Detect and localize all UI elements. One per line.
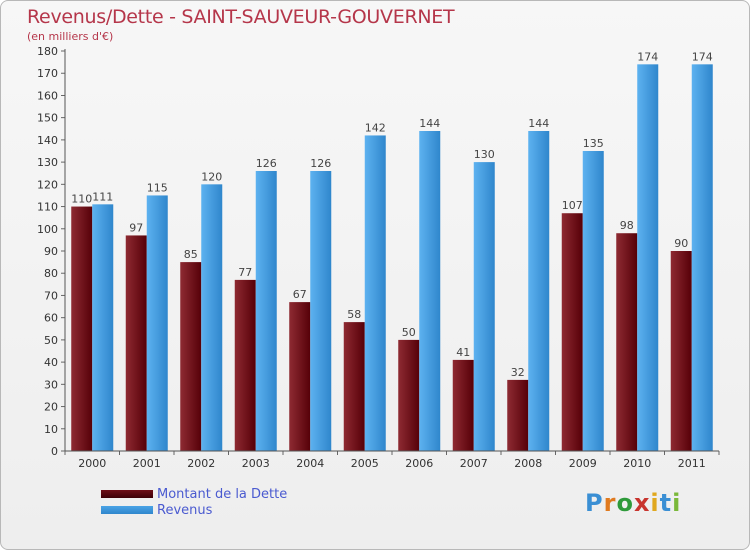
bar-revenus: [582, 151, 604, 451]
data-label-revenus: 115: [147, 181, 168, 194]
data-label-revenus: 174: [637, 50, 658, 63]
chart-title: Revenus/Dette - SAINT-SAUVEUR-GOUVERNET: [27, 6, 455, 28]
y-tick-label: 80: [44, 267, 58, 280]
data-label-dette: 85: [184, 248, 198, 261]
x-tick-label: 2002: [187, 457, 215, 470]
bar-revenus: [201, 184, 223, 452]
y-tick-label: 10: [44, 423, 58, 436]
y-tick-label: 100: [37, 223, 58, 236]
data-label-revenus: 174: [692, 50, 713, 63]
y-tick-label: 110: [37, 201, 58, 214]
bar-dette: [289, 302, 311, 451]
data-label-revenus: 111: [92, 190, 113, 203]
logo-letter: o: [616, 489, 634, 517]
bar-revenus: [691, 64, 713, 452]
x-tick-label: 2000: [78, 457, 106, 470]
data-label-dette: 41: [456, 346, 470, 359]
bar-revenus: [419, 131, 441, 451]
y-tick-label: 30: [44, 378, 58, 391]
bar-dette: [125, 235, 147, 451]
y-tick-label: 50: [44, 334, 58, 347]
bar-revenus: [310, 171, 332, 451]
data-label-revenus: 144: [419, 117, 440, 130]
proxiti-logo: Proxiti: [585, 489, 681, 517]
bar-revenus: [473, 162, 495, 451]
legend-label-revenus: Revenus: [157, 503, 213, 518]
data-label-dette: 50: [402, 326, 416, 339]
logo-letter: r: [603, 489, 617, 517]
data-label-revenus: 120: [201, 170, 222, 183]
logo-letter: i: [650, 489, 660, 517]
y-tick-label: 170: [37, 67, 58, 80]
data-label-dette: 90: [674, 237, 688, 250]
bar-revenus: [255, 171, 277, 451]
y-tick-label: 20: [44, 401, 58, 414]
data-label-revenus: 144: [528, 117, 549, 130]
y-tick-label: 160: [37, 89, 58, 102]
bar-revenus: [528, 131, 550, 451]
bar-dette: [180, 262, 202, 451]
y-tick-label: 140: [37, 134, 58, 147]
bar-chart: 0 10 20 30 40 50 60 70 80 90 100 110 120 130 140 150 160…: [37, 45, 720, 470]
bar-revenus: [364, 135, 386, 451]
data-label-revenus: 126: [310, 157, 331, 170]
x-tick-label: 2005: [351, 457, 379, 470]
x-tick-label: 2011: [678, 457, 706, 470]
y-tick-label: 60: [44, 312, 58, 325]
y-tick-label: 150: [37, 112, 58, 125]
bar-dette: [616, 233, 638, 451]
y-tick-label: 90: [44, 245, 58, 258]
y-tick-label: 120: [37, 178, 58, 191]
y-tick-label: 130: [37, 156, 58, 169]
data-label-revenus: 142: [365, 121, 386, 134]
legend-swatch-dette: [101, 490, 153, 498]
logo-letter: i: [672, 489, 682, 517]
data-label-dette: 67: [293, 288, 307, 301]
y-tick-label: 180: [37, 45, 58, 58]
bar-revenus: [92, 204, 114, 451]
logo-letter: P: [585, 489, 604, 517]
bar-dette: [507, 379, 529, 451]
y-tick-label: 70: [44, 289, 58, 302]
data-label-dette: 110: [71, 193, 92, 206]
data-label-dette: 32: [511, 366, 525, 379]
bar-dette: [71, 206, 93, 451]
data-label-revenus: 135: [583, 137, 604, 150]
data-label-revenus: 126: [256, 157, 277, 170]
chart-subtitle: (en milliers d'€): [27, 30, 114, 43]
bar-dette: [398, 339, 420, 451]
legend-label-dette: Montant de la Dette: [157, 487, 288, 502]
x-tick-label: 2003: [242, 457, 270, 470]
data-label-dette: 77: [238, 266, 252, 279]
x-tick-label: 2007: [460, 457, 488, 470]
x-tick-label: 2010: [623, 457, 651, 470]
legend-swatch-revenus: [101, 506, 153, 514]
bar-revenus: [146, 195, 168, 451]
data-label-revenus: 130: [474, 148, 495, 161]
bar-dette: [452, 359, 474, 451]
x-tick-label: 2008: [514, 457, 542, 470]
x-tick-label: 2004: [296, 457, 324, 470]
logo-letter: t: [659, 489, 673, 517]
logo-letter: x: [633, 489, 651, 517]
bar-dette: [670, 251, 692, 451]
data-label-dette: 107: [562, 199, 583, 212]
bar-revenus: [637, 64, 659, 452]
y-tick-label: 40: [44, 356, 58, 369]
data-label-dette: 58: [347, 308, 361, 321]
bar-dette: [561, 213, 583, 451]
bar-dette: [343, 322, 365, 451]
x-tick-label: 2001: [133, 457, 161, 470]
data-label-dette: 97: [129, 221, 143, 234]
y-tick-label: 0: [51, 445, 58, 458]
data-label-dette: 98: [620, 219, 634, 232]
bar-dette: [234, 279, 256, 451]
x-tick-label: 2009: [569, 457, 597, 470]
x-tick-label: 2006: [405, 457, 433, 470]
